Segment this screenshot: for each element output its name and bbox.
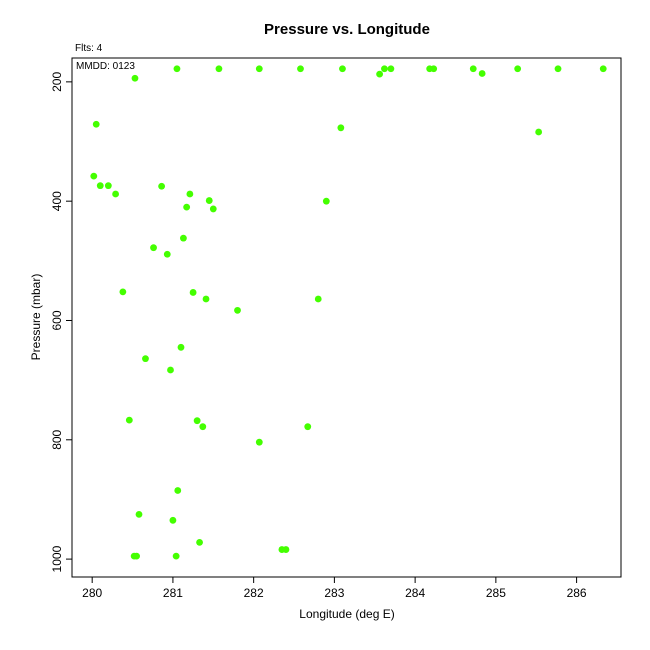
data-point xyxy=(199,423,207,431)
data-point xyxy=(189,289,197,296)
data-point xyxy=(535,128,543,136)
data-point xyxy=(180,234,187,242)
y-tick-label: 400 xyxy=(50,191,64,211)
data-point xyxy=(599,65,607,73)
data-point xyxy=(196,539,203,546)
data-point xyxy=(478,70,486,77)
data-point xyxy=(172,552,180,560)
x-tick-label: 283 xyxy=(324,586,344,600)
data-point xyxy=(322,197,330,205)
data-point xyxy=(183,203,191,211)
y-tick-label: 600 xyxy=(50,310,64,330)
data-point xyxy=(215,65,223,73)
data-point xyxy=(90,172,98,180)
x-tick-label: 286 xyxy=(567,586,587,600)
data-point xyxy=(92,120,100,128)
chart-title: Pressure vs. Longitude xyxy=(264,21,430,38)
x-tick-label: 280 xyxy=(82,586,102,600)
data-point xyxy=(304,423,312,431)
data-point xyxy=(339,65,346,73)
y-tick-label: 1000 xyxy=(50,545,64,572)
data-point xyxy=(125,416,133,424)
data-point xyxy=(255,438,263,446)
data-point xyxy=(150,244,157,252)
data-point xyxy=(376,70,384,78)
x-tick-label: 285 xyxy=(486,586,506,600)
data-point xyxy=(209,205,217,213)
x-tick-label: 284 xyxy=(405,586,425,600)
x-axis: 280 281 282 283 284 285 286 xyxy=(82,577,587,600)
data-point xyxy=(158,182,166,190)
data-point xyxy=(205,197,213,204)
data-points xyxy=(90,65,607,560)
data-point xyxy=(234,306,241,314)
x-tick-label: 282 xyxy=(244,586,264,600)
data-point xyxy=(381,65,388,73)
date-annotation: MMDD: 0123 xyxy=(76,61,135,72)
data-point xyxy=(314,295,322,303)
data-point xyxy=(119,288,127,296)
flights-count: Flts: 4 xyxy=(75,43,103,54)
y-tick-label: 200 xyxy=(50,72,64,92)
data-point xyxy=(554,65,562,73)
x-tick-label: 281 xyxy=(163,586,183,600)
data-point xyxy=(337,124,345,132)
data-point xyxy=(193,417,201,425)
data-point xyxy=(469,65,477,73)
data-point xyxy=(104,182,112,190)
data-point xyxy=(430,65,438,73)
data-point xyxy=(297,65,304,73)
data-point xyxy=(282,546,290,553)
y-axis: 200 400 600 800 1000 xyxy=(50,72,72,572)
data-point xyxy=(174,487,182,494)
data-point xyxy=(387,65,395,73)
data-point xyxy=(163,250,171,258)
data-point xyxy=(131,74,139,82)
y-tick-label: 800 xyxy=(50,429,64,449)
data-point xyxy=(255,65,263,73)
data-point xyxy=(142,355,149,363)
data-point xyxy=(135,510,143,518)
data-point xyxy=(167,366,174,374)
data-point xyxy=(133,552,140,560)
plot-frame xyxy=(71,57,622,578)
data-point xyxy=(169,516,177,524)
data-point xyxy=(186,190,194,198)
data-point xyxy=(514,65,522,73)
x-axis-label: Longitude (deg E) xyxy=(299,607,394,621)
data-point xyxy=(202,295,210,303)
data-point xyxy=(177,343,185,351)
data-point xyxy=(96,182,104,190)
data-point xyxy=(173,65,181,73)
data-point xyxy=(112,190,119,198)
y-axis-label: Pressure (mbar) xyxy=(29,274,43,361)
